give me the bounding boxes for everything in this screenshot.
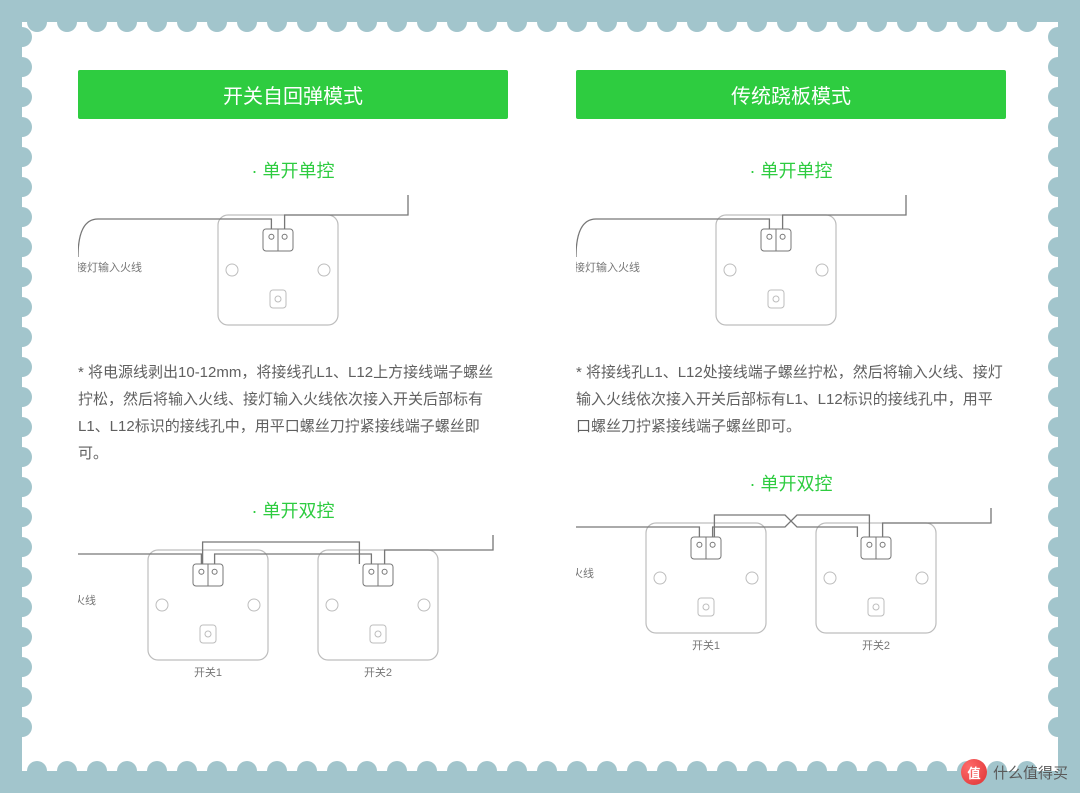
section-title: · 单开双控 [78,497,508,523]
right-column: 传统跷板模式 · 单开单控 输入火线接灯输入火线 * 将接线孔L1、L12处接线… [542,44,1040,749]
svg-text:接灯输入火线: 接灯输入火线 [78,593,96,607]
diagram-single-right: 输入火线接灯输入火线 [576,195,1006,335]
description-text: * 将接线孔L1、L12处接线端子螺丝拧松，然后将输入火线、接灯输入火线依次接入… [576,359,1006,440]
svg-text:开关1: 开关1 [194,665,222,679]
section-title: · 单开单控 [576,157,1006,183]
left-column: 开关自回弹模式 · 单开单控 输入火线接灯输入火线 * 将电源线剥出10-12m… [44,44,542,749]
mode-header-left: 开关自回弹模式 [78,70,508,119]
svg-text:开关1: 开关1 [692,638,720,652]
watermark: 值 什么值得买 [961,759,1068,785]
svg-text:接灯输入火线: 接灯输入火线 [576,260,640,274]
diagram-double-right: 输入火线接灯输入火线开关1开关2 [576,508,1006,668]
section-title: · 单开单控 [78,157,508,183]
content-area: 开关自回弹模式 · 单开单控 输入火线接灯输入火线 * 将电源线剥出10-12m… [44,44,1036,749]
svg-text:接灯输入火线: 接灯输入火线 [78,260,142,274]
watermark-badge-icon: 值 [961,759,987,785]
diagram-double-left: 输入火线接灯输入火线开关1开关2 [78,535,508,695]
svg-text:开关2: 开关2 [862,638,890,652]
diagram-single-left: 输入火线接灯输入火线 [78,195,508,335]
wiring-diagram-icon: 输入火线接灯输入火线开关1开关2 [576,508,1006,668]
mode-header-right: 传统跷板模式 [576,70,1006,119]
watermark-text: 什么值得买 [993,762,1068,783]
svg-text:接灯输入火线: 接灯输入火线 [576,566,594,580]
wiring-diagram-icon: 输入火线接灯输入火线开关1开关2 [78,535,508,695]
section-title: · 单开双控 [576,470,1006,496]
svg-text:开关2: 开关2 [364,665,392,679]
wiring-diagram-icon: 输入火线接灯输入火线 [576,195,1006,335]
description-text: * 将电源线剥出10-12mm，将接线孔L1、L12上方接线端子螺丝拧松，然后将… [78,359,508,467]
wiring-diagram-icon: 输入火线接灯输入火线 [78,195,508,335]
